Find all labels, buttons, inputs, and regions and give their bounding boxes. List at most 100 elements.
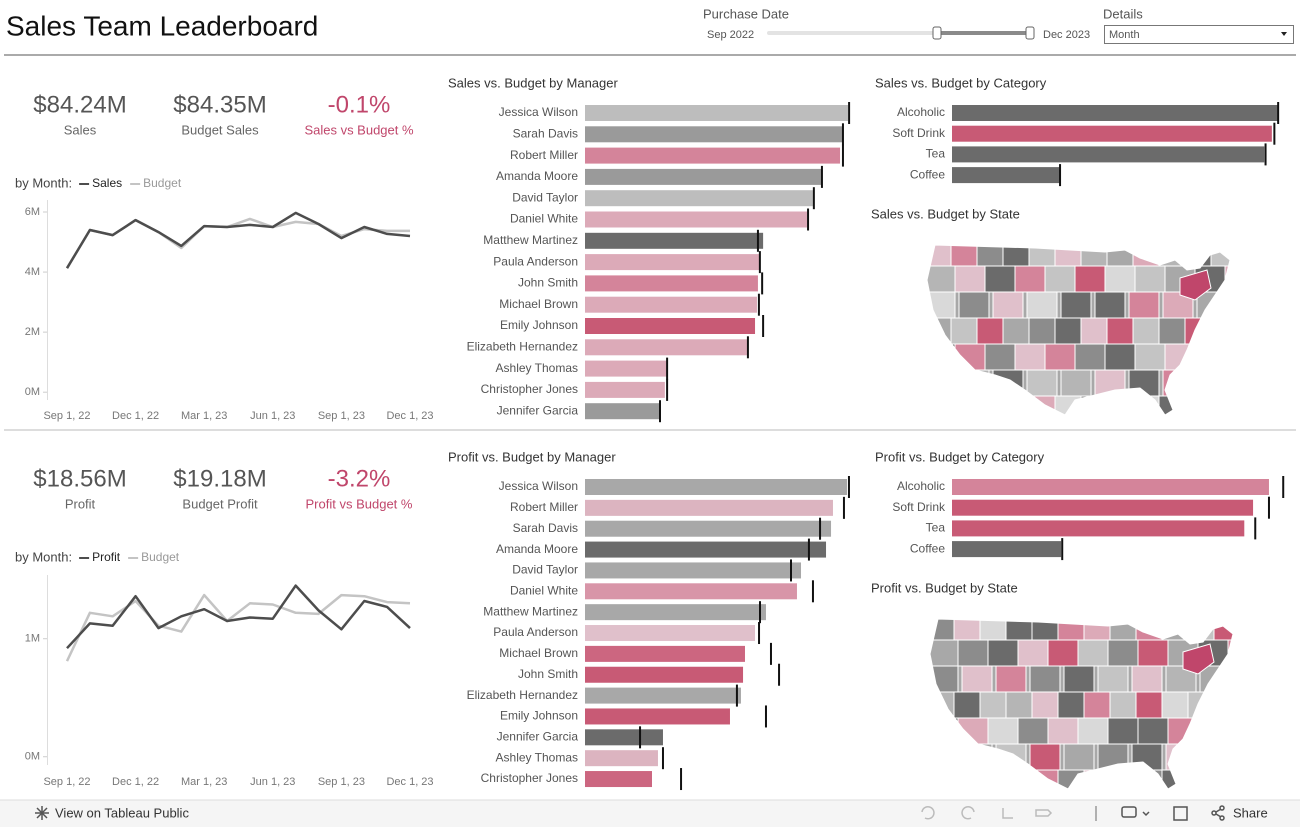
bar xyxy=(585,360,668,377)
legend-label: Budget xyxy=(141,550,180,564)
bar-label: Michael Brown xyxy=(499,297,578,311)
comment-icon[interactable] xyxy=(1121,806,1137,818)
map-state xyxy=(1094,291,1126,319)
bar xyxy=(585,147,841,164)
x-tick-label: Sep 1, 22 xyxy=(43,410,90,422)
map-state xyxy=(954,265,986,293)
map-state xyxy=(1047,639,1079,667)
map-state xyxy=(930,639,959,667)
bar-label: Alcoholic xyxy=(897,479,945,493)
undo-icon[interactable] xyxy=(921,806,935,820)
bar-label: Robert Miller xyxy=(510,500,578,514)
bar-label: Ashley Thomas xyxy=(496,750,578,764)
toolbar-icons xyxy=(921,806,1097,821)
footer-bar xyxy=(0,800,1300,827)
kpi-group: $84.24M Sales $84.35M Budget Sales -0.1% Sale… xyxy=(33,91,414,511)
kpi-value: $19.18M xyxy=(173,465,266,492)
bar xyxy=(585,232,764,249)
bar xyxy=(585,708,730,725)
bar xyxy=(585,771,652,788)
kpi-label: Sales xyxy=(64,122,97,137)
details-dropdown[interactable] xyxy=(1104,25,1294,44)
bar-label: Paula Anderson xyxy=(493,254,578,268)
bar xyxy=(952,499,1254,516)
bar xyxy=(952,479,1269,495)
filter-label: Purchase Date xyxy=(703,6,789,21)
x-tick-label: Sep 1, 23 xyxy=(318,776,365,788)
map-state xyxy=(1014,265,1046,293)
redo-icon[interactable] xyxy=(961,806,975,820)
slider-handle[interactable] xyxy=(932,26,942,40)
bar xyxy=(585,687,741,704)
kpi-value: -0.1% xyxy=(328,91,391,118)
kpi-label: Profit xyxy=(65,496,96,511)
bar xyxy=(585,190,813,207)
bar xyxy=(585,520,832,537)
bar-label: Jennifer Garcia xyxy=(497,729,579,743)
bar xyxy=(585,126,842,143)
legend-label: Profit xyxy=(92,550,121,564)
map-state xyxy=(1137,639,1169,667)
map-state xyxy=(984,343,1016,371)
bar-label: Amanda Moore xyxy=(496,542,578,556)
x-tick-label: Dec 1, 22 xyxy=(112,776,159,788)
map-state xyxy=(958,291,990,319)
map-state xyxy=(1080,317,1112,345)
bar-label: Christopher Jones xyxy=(481,382,578,396)
bar-label: John Smith xyxy=(518,276,578,290)
x-tick-label: Sep 1, 23 xyxy=(318,410,365,422)
x-tick-label: Jun 1, 23 xyxy=(250,776,295,788)
map-state xyxy=(1083,691,1115,719)
bar xyxy=(585,666,744,683)
map-state xyxy=(1134,343,1166,371)
y-tick-label: 1M xyxy=(25,633,40,645)
slider-handle[interactable] xyxy=(1025,26,1035,40)
map-state xyxy=(1026,291,1058,319)
kpi-label: Budget Sales xyxy=(181,122,259,137)
bar xyxy=(952,146,1265,163)
bar xyxy=(585,479,848,495)
date-from: Sep 2022 xyxy=(707,29,754,41)
y-tick-label: 6M xyxy=(25,206,40,218)
bar-label: Matthew Martinez xyxy=(483,233,578,247)
map-state xyxy=(1135,691,1167,719)
bar xyxy=(585,318,756,334)
kpi-value: $84.35M xyxy=(173,91,266,118)
bar-label: David Taylor xyxy=(512,563,578,577)
chart-title: Profit vs. Budget by Manager xyxy=(448,449,616,464)
bar xyxy=(952,520,1245,537)
bar-label: Sarah Davis xyxy=(513,521,578,535)
map-state xyxy=(961,665,993,693)
share-button[interactable]: Share xyxy=(1233,805,1268,820)
comment-menu[interactable] xyxy=(1142,811,1150,817)
map-state xyxy=(1077,717,1109,745)
bar xyxy=(585,168,821,185)
bar xyxy=(585,254,760,271)
refresh-icon[interactable] xyxy=(1035,809,1053,817)
map-state xyxy=(1060,369,1092,397)
map-state xyxy=(1063,665,1095,693)
map-state xyxy=(1161,691,1193,719)
bar-label: Matthew Martinez xyxy=(483,604,578,618)
bar-label: Michael Brown xyxy=(499,646,578,660)
revert-icon[interactable] xyxy=(1002,808,1013,819)
kpi-label: Sales vs Budget % xyxy=(304,122,414,137)
bar-label: Daniel White xyxy=(510,212,578,226)
tableau-icon xyxy=(35,806,49,820)
bar xyxy=(585,645,745,662)
bar-label: Elizabeth Hernandez xyxy=(467,339,578,353)
slider-range xyxy=(937,31,1030,35)
map-state xyxy=(1026,369,1058,397)
x-tick-label: Jun 1, 23 xyxy=(250,410,295,422)
bar-label: Jessica Wilson xyxy=(499,479,578,493)
bar xyxy=(585,211,808,228)
bar xyxy=(585,583,797,600)
fullscreen-icon[interactable] xyxy=(1173,806,1188,821)
map-state xyxy=(1104,265,1136,293)
map-state xyxy=(1057,691,1089,719)
legend-title: by Month: xyxy=(15,175,72,190)
footer-link[interactable]: View on Tableau Public xyxy=(55,805,189,820)
map-state xyxy=(976,317,1008,345)
